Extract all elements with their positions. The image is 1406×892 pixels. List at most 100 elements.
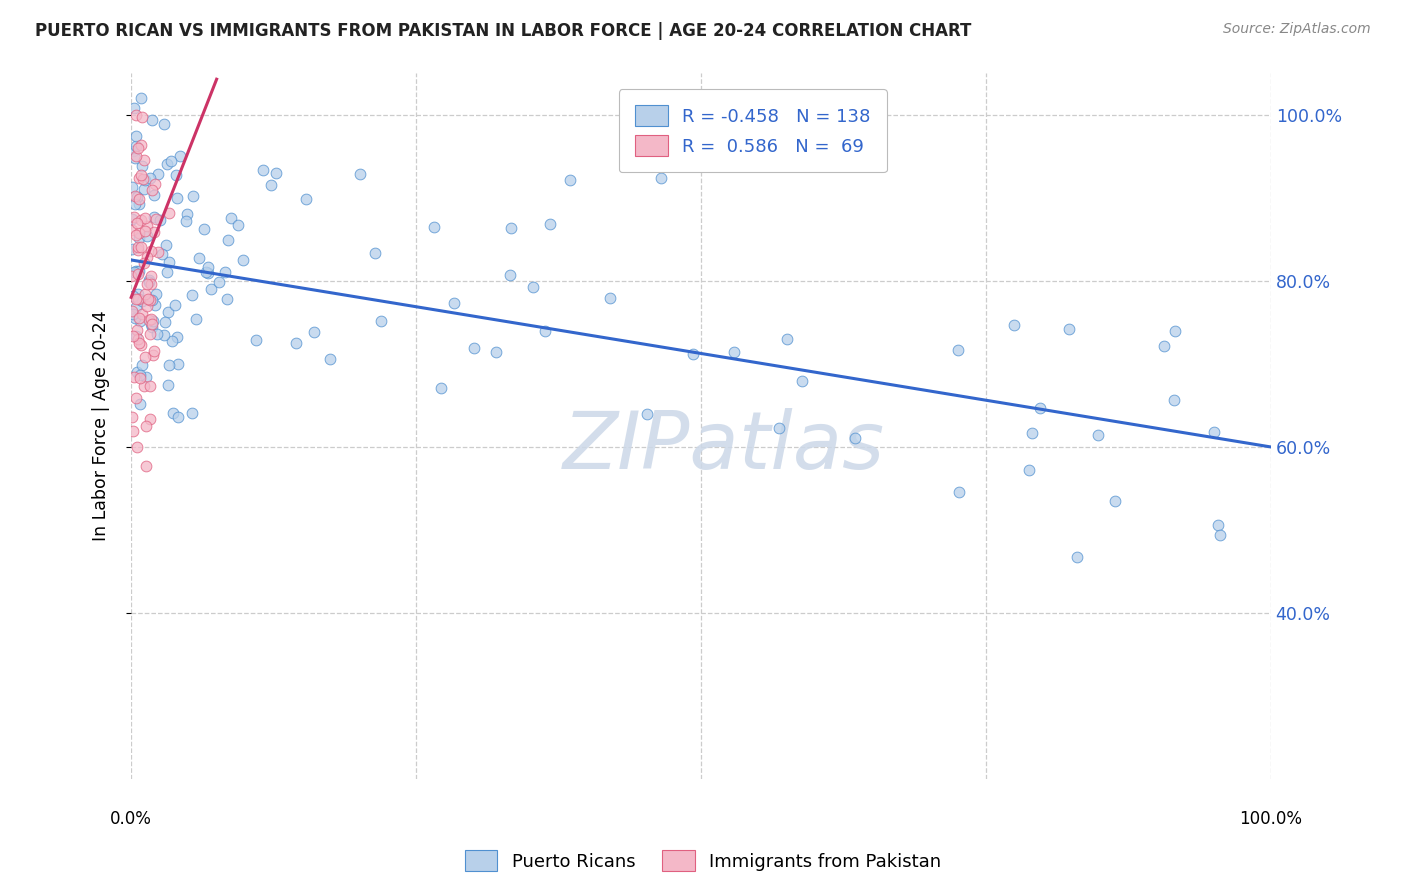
Point	[1209, 527, 1232, 541]
Point	[844, 431, 866, 445]
Point	[141, 320, 163, 334]
Point	[128, 293, 150, 307]
Point	[134, 173, 156, 187]
Point	[1206, 518, 1229, 533]
Point	[176, 207, 198, 221]
Point	[122, 265, 145, 279]
Point	[156, 377, 179, 392]
Point	[127, 268, 149, 282]
Point	[135, 458, 157, 473]
Point	[129, 338, 152, 352]
Point	[948, 485, 970, 500]
Point	[127, 332, 149, 346]
Legend: R = -0.458   N = 138, R =  0.586   N =  69: R = -0.458 N = 138, R = 0.586 N = 69	[619, 89, 887, 172]
Point	[143, 225, 166, 239]
Y-axis label: In Labor Force | Age 20-24: In Labor Force | Age 20-24	[93, 311, 110, 541]
Point	[134, 350, 156, 364]
Point	[166, 191, 188, 205]
Point	[129, 91, 152, 105]
Point	[122, 369, 145, 384]
Point	[792, 374, 814, 388]
Point	[136, 293, 159, 307]
Point	[138, 313, 160, 327]
Point	[167, 409, 190, 424]
Point	[128, 368, 150, 382]
Point	[136, 277, 159, 292]
Point	[260, 178, 283, 193]
Point	[125, 108, 148, 122]
Point	[157, 205, 180, 219]
Point	[134, 286, 156, 301]
Point	[132, 256, 155, 270]
Point	[295, 192, 318, 206]
Point	[1029, 401, 1052, 416]
Point	[135, 219, 157, 234]
Point	[125, 228, 148, 243]
Point	[135, 299, 157, 313]
Point	[148, 167, 170, 181]
Point	[302, 325, 325, 339]
Point	[138, 412, 160, 426]
Point	[125, 149, 148, 163]
Point	[139, 293, 162, 307]
Point	[129, 168, 152, 182]
Point	[124, 189, 146, 203]
Point	[165, 298, 187, 312]
Point	[138, 273, 160, 287]
Point	[181, 189, 204, 203]
Point	[671, 146, 693, 161]
Point	[121, 304, 143, 318]
Point	[636, 407, 658, 421]
Point	[723, 345, 745, 359]
Point	[153, 117, 176, 131]
Point	[128, 230, 150, 244]
Point	[124, 151, 146, 165]
Point	[157, 305, 180, 319]
Point	[138, 275, 160, 289]
Point	[538, 217, 561, 231]
Point	[217, 292, 239, 306]
Point	[167, 357, 190, 371]
Point	[125, 301, 148, 315]
Point	[499, 268, 522, 282]
Text: ZIPatlas: ZIPatlas	[562, 409, 884, 486]
Point	[1066, 550, 1088, 565]
Point	[143, 298, 166, 312]
Point	[128, 336, 150, 351]
Point	[141, 113, 163, 128]
Point	[149, 212, 172, 227]
Point	[125, 139, 148, 153]
Point	[131, 358, 153, 372]
Point	[1021, 425, 1043, 440]
Point	[139, 317, 162, 331]
Point	[122, 289, 145, 303]
Point	[349, 168, 371, 182]
Point	[127, 287, 149, 301]
Point	[193, 221, 215, 235]
Point	[139, 277, 162, 292]
Point	[1153, 339, 1175, 353]
Point	[1087, 427, 1109, 442]
Point	[141, 183, 163, 197]
Point	[533, 324, 555, 338]
Point	[1104, 494, 1126, 508]
Point	[131, 308, 153, 322]
Point	[131, 159, 153, 173]
Point	[522, 280, 544, 294]
Point	[430, 380, 453, 394]
Point	[599, 292, 621, 306]
Text: Source: ZipAtlas.com: Source: ZipAtlas.com	[1223, 22, 1371, 37]
Point	[139, 268, 162, 283]
Point	[139, 326, 162, 341]
Point	[364, 245, 387, 260]
Point	[145, 211, 167, 226]
Point	[217, 233, 239, 247]
Point	[485, 344, 508, 359]
Point	[181, 288, 204, 302]
Point	[443, 296, 465, 310]
Legend: Puerto Ricans, Immigrants from Pakistan: Puerto Ricans, Immigrants from Pakistan	[457, 843, 949, 879]
Point	[127, 190, 149, 204]
Point	[1164, 324, 1187, 338]
Point	[127, 243, 149, 257]
Point	[252, 163, 274, 178]
